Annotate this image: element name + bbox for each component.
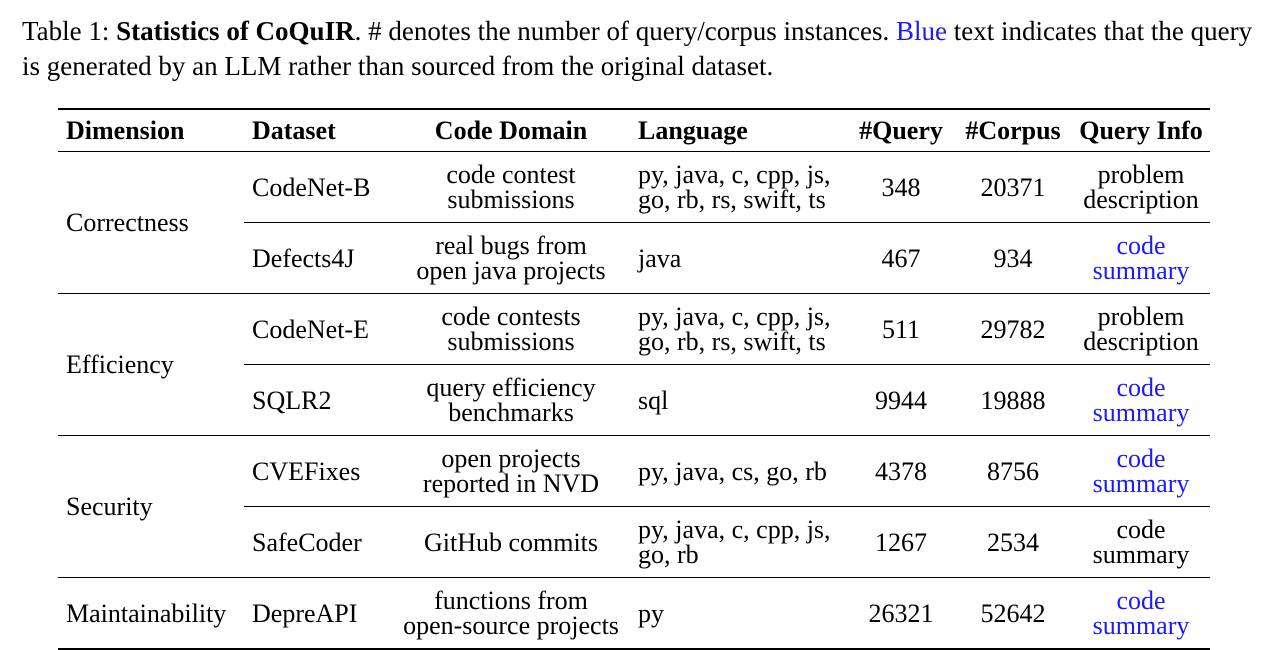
- query-count-cell: 348: [848, 151, 954, 223]
- query-info-cell: code summary: [1072, 435, 1210, 507]
- corpus-count-cell: 934: [954, 222, 1072, 294]
- code-domain-cell: code contest submissions: [392, 151, 630, 223]
- query-info-cell: problem description: [1072, 293, 1210, 365]
- code-domain-cell: open projects reported in NVD: [392, 435, 630, 507]
- language-cell: sql: [630, 364, 848, 436]
- dataset-cell: CodeNet-E: [244, 293, 392, 365]
- header-corpus: #Corpus: [954, 108, 1072, 152]
- table-row: Defects4J real bugs from open java projec…: [58, 222, 1210, 294]
- dataset-cell: SQLR2: [244, 364, 392, 436]
- query-info-cell: code summary: [1072, 577, 1210, 650]
- query-info-cell: code summary: [1072, 364, 1210, 436]
- table-header-row: Dimension Dataset Code Domain Language #…: [58, 108, 1210, 152]
- dimension-maintainability: Maintainability: [58, 577, 244, 650]
- dataset-cell: CodeNet-B: [244, 151, 392, 223]
- dataset-cell: CVEFixes: [244, 435, 392, 507]
- language-cell: py, java, c, cpp, js, go, rb, rs, swift, …: [630, 151, 848, 223]
- corpus-count-cell: 19888: [954, 364, 1072, 436]
- query-count-cell: 467: [848, 222, 954, 294]
- corpus-count-cell: 8756: [954, 435, 1072, 507]
- header-query: #Query: [848, 108, 954, 152]
- query-info-cell: problem description: [1072, 151, 1210, 223]
- code-domain-cell: functions from open-source projects: [392, 577, 630, 650]
- corpus-count-cell: 2534: [954, 506, 1072, 578]
- language-cell: py, java, c, cpp, js, go, rb, rs, swift, …: [630, 293, 848, 365]
- corpus-count-cell: 29782: [954, 293, 1072, 365]
- query-count-cell: 9944: [848, 364, 954, 436]
- header-language: Language: [630, 108, 848, 152]
- table-row: Maintainability DepreAPI functions from o…: [58, 577, 1210, 650]
- table-row: SafeCoder GitHub commits py, java, c, cp…: [58, 506, 1210, 578]
- corpus-count-cell: 20371: [954, 151, 1072, 223]
- query-count-cell: 4378: [848, 435, 954, 507]
- statistics-table: Dimension Dataset Code Domain Language #…: [58, 108, 1210, 650]
- table-row: Security CVEFixes open projects reported …: [58, 435, 1210, 578]
- header-query-info: Query Info: [1072, 108, 1210, 152]
- code-domain-cell: GitHub commits: [392, 506, 630, 578]
- query-count-cell: 511: [848, 293, 954, 365]
- header-code-domain: Code Domain: [392, 108, 630, 152]
- dimension-security: Security: [58, 435, 244, 578]
- code-domain-cell: query efficiency benchmarks: [392, 364, 630, 436]
- query-info-cell: code summary: [1072, 506, 1210, 578]
- code-domain-cell: real bugs from open java projects: [392, 222, 630, 294]
- caption-prefix: Table 1:: [22, 16, 117, 46]
- dimension-correctness: Correctness: [58, 151, 244, 294]
- dataset-cell: DepreAPI: [244, 577, 392, 650]
- dataset-cell: SafeCoder: [244, 506, 392, 578]
- table-row: SQLR2 query efficiency benchmarks sql 994…: [58, 364, 1210, 436]
- table-row: Correctness CodeNet-B code contest submis…: [58, 151, 1210, 294]
- table-row: Efficiency CodeNet-E code contests submis…: [58, 293, 1210, 436]
- table-caption: Table 1: Statistics of CoQuIR. # denotes…: [22, 14, 1254, 84]
- code-domain-cell: code contests submissions: [392, 293, 630, 365]
- language-cell: java: [630, 222, 848, 294]
- dimension-efficiency: Efficiency: [58, 293, 244, 436]
- dataset-cell: Defects4J: [244, 222, 392, 294]
- caption-blue-word: Blue: [895, 16, 947, 46]
- corpus-count-cell: 52642: [954, 577, 1072, 650]
- query-info-cell: code summary: [1072, 222, 1210, 294]
- language-cell: py: [630, 577, 848, 650]
- caption-text-b: text indicates that the query is generat…: [22, 16, 1253, 81]
- language-cell: py, java, cs, go, rb: [630, 435, 848, 507]
- header-dimension: Dimension: [58, 108, 244, 152]
- language-cell: py, java, c, cpp, js, go, rb: [630, 506, 848, 578]
- caption-text-a: . # denotes the number of query/corpus i…: [354, 16, 896, 46]
- query-count-cell: 1267: [848, 506, 954, 578]
- header-dataset: Dataset: [244, 108, 392, 152]
- query-count-cell: 26321: [848, 577, 954, 650]
- caption-title: Statistics of CoQuIR: [116, 16, 355, 46]
